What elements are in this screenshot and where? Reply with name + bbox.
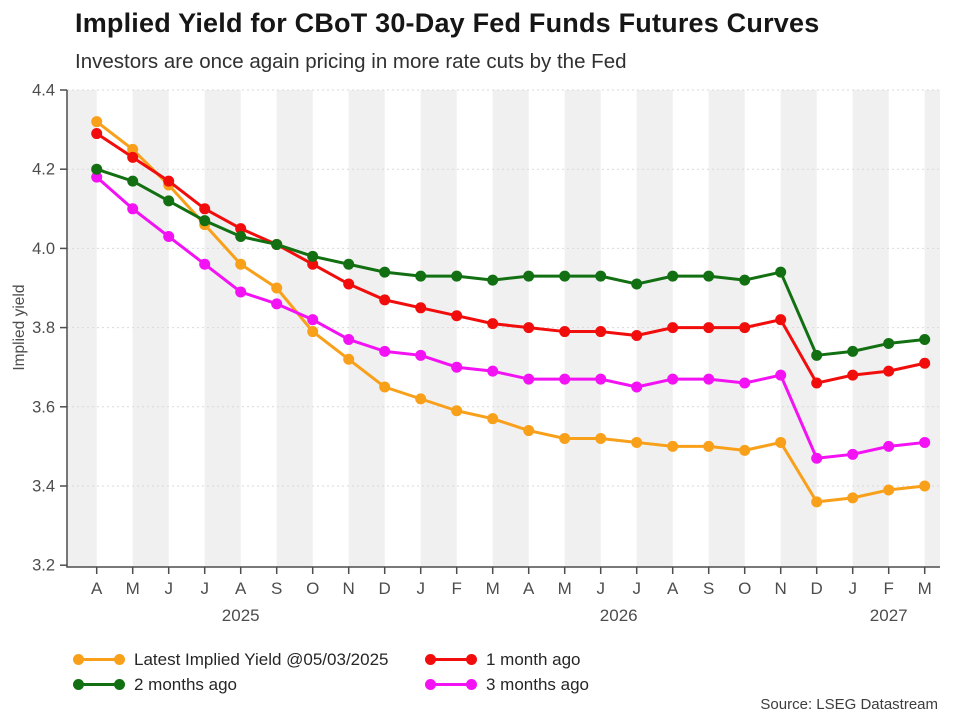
svg-text:D: D xyxy=(811,579,823,598)
y-axis-title: Implied yield xyxy=(11,285,28,371)
svg-text:F: F xyxy=(452,579,462,598)
legend-marker-icon xyxy=(73,654,125,665)
svg-text:J: J xyxy=(200,579,209,598)
legend-item-2: 2 months ago xyxy=(73,674,425,695)
svg-text:J: J xyxy=(416,579,425,598)
svg-text:S: S xyxy=(703,579,714,598)
chart-title: Implied Yield for CBoT 30-Day Fed Funds … xyxy=(75,8,820,38)
legend-item-1: 1 month ago xyxy=(425,649,903,670)
svg-text:D: D xyxy=(379,579,391,598)
legend-label: 2 months ago xyxy=(134,674,238,694)
series-2-months-ago xyxy=(91,163,931,361)
svg-text:2027: 2027 xyxy=(870,606,908,625)
source-note: Source: LSEG Datastream xyxy=(760,696,938,713)
svg-text:3.4: 3.4 xyxy=(32,478,55,496)
legend-item-3: 3 months ago xyxy=(425,674,903,695)
svg-text:4.2: 4.2 xyxy=(32,161,55,179)
legend-marker-icon xyxy=(73,679,125,690)
series-3-months-ago xyxy=(91,171,931,464)
series-1-month-ago xyxy=(91,128,931,389)
svg-text:3.6: 3.6 xyxy=(32,398,55,416)
svg-text:2026: 2026 xyxy=(600,606,638,625)
svg-text:O: O xyxy=(738,579,751,598)
chart-legend: Latest Implied Yield @05/03/2025 1 month … xyxy=(73,649,903,695)
legend-label: Latest Implied Yield @05/03/2025 xyxy=(134,649,389,669)
legend-label: 3 months ago xyxy=(486,674,590,694)
svg-text:F: F xyxy=(884,579,894,598)
svg-text:S: S xyxy=(271,579,282,598)
legend-label: 1 month ago xyxy=(486,649,581,669)
svg-text:O: O xyxy=(306,579,319,598)
svg-text:4.0: 4.0 xyxy=(32,240,55,258)
svg-text:J: J xyxy=(164,579,173,598)
chart-subtitle: Investors are once again pricing in more… xyxy=(75,50,627,73)
svg-text:3.8: 3.8 xyxy=(32,319,55,337)
svg-text:M: M xyxy=(918,579,932,598)
gridlines xyxy=(67,89,940,487)
legend-item-0: Latest Implied Yield @05/03/2025 xyxy=(73,649,425,670)
svg-text:4.4: 4.4 xyxy=(32,82,55,100)
svg-text:A: A xyxy=(235,579,247,598)
year-labels: 2025 2026 2027 xyxy=(222,606,908,625)
svg-text:A: A xyxy=(523,579,535,598)
background-stripes xyxy=(67,90,940,567)
svg-text:J: J xyxy=(596,579,605,598)
line-chart-canvas: 4.4 4.2 4.0 3.8 3.6 3.4 3.2 A M J J A S O N D J F M A M J J A S O… xyxy=(11,82,940,625)
svg-text:2025: 2025 xyxy=(222,606,260,625)
svg-text:M: M xyxy=(558,579,572,598)
svg-text:N: N xyxy=(775,579,787,598)
svg-text:J: J xyxy=(632,579,641,598)
axes xyxy=(60,89,940,574)
svg-text:M: M xyxy=(486,579,500,598)
svg-text:A: A xyxy=(91,579,103,598)
svg-text:3.2: 3.2 xyxy=(32,557,55,575)
y-axis-labels: 4.4 4.2 4.0 3.8 3.6 3.4 3.2 xyxy=(32,82,55,575)
series-latest-implied-yield-05-03-2025 xyxy=(91,116,931,508)
svg-text:A: A xyxy=(667,579,679,598)
legend-marker-icon xyxy=(425,654,477,665)
svg-text:N: N xyxy=(343,579,355,598)
legend-marker-icon xyxy=(425,679,477,690)
svg-text:J: J xyxy=(848,579,857,598)
svg-text:M: M xyxy=(126,579,140,598)
